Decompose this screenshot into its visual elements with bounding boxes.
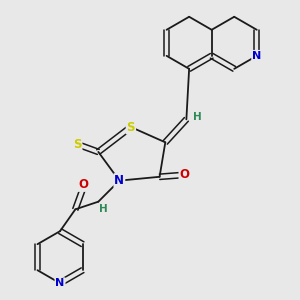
Text: S: S bbox=[73, 138, 82, 151]
Text: H: H bbox=[193, 112, 202, 122]
Text: N: N bbox=[114, 174, 124, 187]
Text: H: H bbox=[98, 204, 107, 214]
Text: S: S bbox=[127, 121, 135, 134]
Text: O: O bbox=[78, 178, 88, 191]
Text: N: N bbox=[56, 278, 65, 288]
Text: N: N bbox=[252, 51, 261, 61]
Text: O: O bbox=[179, 168, 190, 182]
